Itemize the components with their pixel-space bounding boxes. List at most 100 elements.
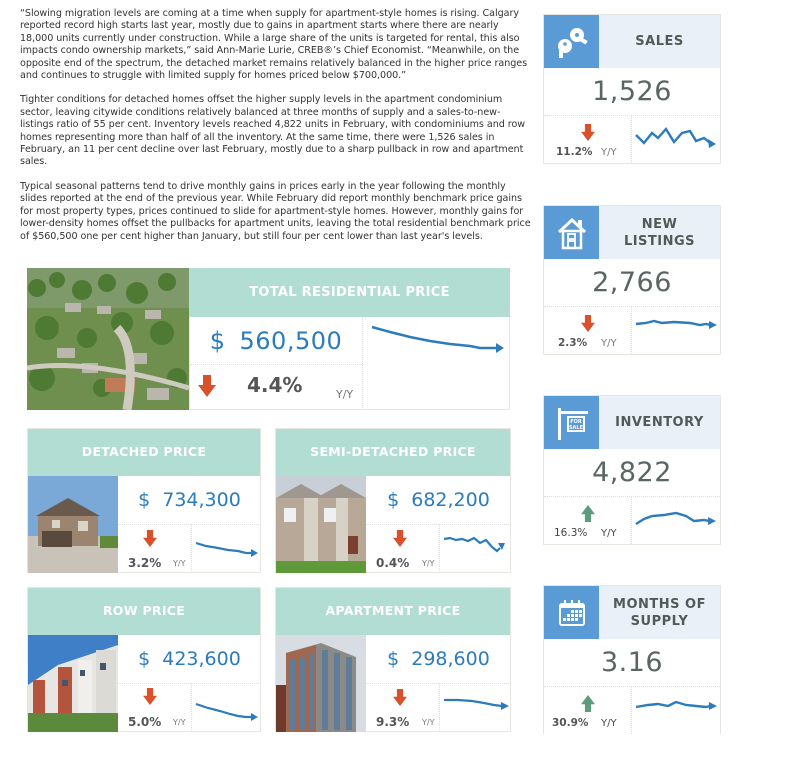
detached-price-header: DETACHED PRICE [28, 429, 260, 476]
inventory-kpi-card: FOR SALE INVENTORY 4,822 16.3% Y/Y [543, 395, 721, 545]
row-change-value: 5.0% [128, 715, 162, 729]
currency-symbol: $ [138, 648, 151, 670]
down-arrow-icon [581, 124, 595, 141]
divider [118, 524, 261, 525]
for-sale-sign-icon: FOR SALE [544, 396, 599, 449]
period-label: Y/Y [601, 147, 617, 158]
svg-text:FOR: FOR [570, 419, 582, 425]
period-label: Y/Y [601, 528, 617, 539]
currency-symbol: $ [209, 326, 226, 355]
total-price-value-row: $ 560,500 [190, 317, 362, 364]
divider [439, 683, 440, 732]
row-price-value-row: $ 423,600 [118, 635, 261, 683]
detached-change-value: 3.2% [128, 556, 162, 570]
down-arrow-icon [393, 530, 407, 547]
divider [366, 683, 511, 684]
sales-kpi-card: SALES 1,526 11.2% Y/Y [543, 14, 721, 164]
divider [190, 364, 362, 365]
months-of-supply-change-value: 30.9% [552, 717, 589, 729]
sales-change-value: 11.2% [556, 146, 593, 158]
sales-kpi-header: SALES [544, 15, 720, 68]
period-label: Y/Y [422, 559, 435, 568]
semi-detached-change-value: 0.4% [376, 556, 410, 570]
inventory-change-value: 16.3% [554, 527, 588, 539]
period-label: Y/Y [173, 559, 186, 568]
row-price-card: ROW PRICE $ 423,600 5.0% Y/Y [27, 587, 261, 732]
total-price-value: 560,500 [239, 326, 343, 355]
row-houses-photo [28, 635, 118, 732]
total-price-title: TOTAL RESIDENTIAL PRICE [249, 285, 450, 300]
up-arrow-icon [581, 695, 595, 712]
divider [118, 683, 261, 684]
row-price-title: ROW PRICE [102, 603, 186, 618]
apartment-price-card: APARTMENT PRICE $ 298,600 9.3% Y/Y [275, 587, 511, 732]
inventory-sparkline [635, 511, 716, 526]
apartment-change-value: 9.3% [376, 715, 410, 729]
down-arrow-icon [143, 530, 157, 547]
period-label: Y/Y [601, 338, 617, 349]
article-paragraph-1: “Slowing migration levels are coming at … [20, 8, 528, 82]
new-listings-kpi-value: 2,766 [592, 267, 672, 298]
down-arrow-icon [581, 315, 595, 332]
currency-symbol: $ [387, 489, 400, 511]
semi-detached-price-title: SEMI-DETACHED PRICE [310, 444, 476, 459]
sales-sparkline [635, 126, 716, 148]
divider [362, 317, 363, 410]
apartment-price-sparkline [444, 698, 509, 710]
svg-text:SALE: SALE [568, 425, 583, 431]
row-price-sparkline [195, 702, 258, 721]
calendar-icon [544, 586, 599, 639]
total-change-value: 4.4% [247, 373, 303, 397]
detached-price-value-row: $ 734,300 [118, 476, 261, 524]
house-icon [544, 206, 599, 259]
months-of-supply-kpi-value: 3.16 [600, 647, 664, 678]
semi-detached-price-value: 682,200 [411, 489, 490, 511]
article-paragraph-2: Tighter conditions for detached homes of… [20, 94, 526, 168]
total-price-header: TOTAL RESIDENTIAL PRICE [189, 268, 510, 317]
period-label: Y/Y [601, 718, 617, 729]
period-label: Y/Y [422, 718, 435, 727]
article-paragraph-3: Typical seasonal patterns tend to drive … [20, 180, 531, 242]
apartment-price-title: APARTMENT PRICE [325, 603, 461, 618]
apartment-price-value-row: $ 298,600 [366, 635, 511, 683]
inventory-kpi-value: 4,822 [592, 457, 672, 488]
down-arrow-icon [143, 688, 157, 705]
new-listings-sparkline [635, 319, 717, 329]
apartment-price-header: APARTMENT PRICE [276, 588, 510, 635]
new-listings-kpi-card: NEW LISTINGS 2,766 2.3% Y/Y [543, 205, 721, 355]
aerial-suburb-photo [27, 268, 189, 410]
divider [366, 524, 511, 525]
detached-price-value: 734,300 [162, 489, 241, 511]
period-label: Y/Y [173, 718, 186, 727]
new-listings-kpi-header: NEW LISTINGS [544, 206, 720, 259]
new-listings-kpi-title: NEW LISTINGS [623, 216, 696, 249]
semi-detached-price-card: SEMI-DETACHED PRICE $ 682,200 0.4% Y/Y [275, 428, 511, 573]
inventory-kpi-title: INVENTORY [615, 415, 704, 430]
semi-detached-house-photo [276, 476, 366, 573]
sales-kpi-value: 1,526 [592, 76, 672, 107]
detached-price-sparkline [195, 541, 258, 557]
inventory-kpi-header: FOR SALE INVENTORY [544, 396, 720, 449]
detached-house-photo [28, 476, 118, 573]
article-text: “Slowing migration levels are coming at … [20, 8, 532, 255]
detached-price-title: DETACHED PRICE [81, 444, 207, 459]
months-of-supply-kpi-card: MONTHS OF SUPPLY 3.16 30.9% Y/Y [543, 585, 721, 734]
down-arrow-icon [198, 375, 216, 397]
total-residential-price-card: TOTAL RESIDENTIAL PRICE $ 560,500 4.4% Y… [27, 268, 510, 410]
semi-detached-price-value-row: $ 682,200 [366, 476, 511, 524]
currency-symbol: $ [138, 489, 151, 511]
semi-detached-price-header: SEMI-DETACHED PRICE [276, 429, 510, 476]
detached-price-card: DETACHED PRICE $ 734,300 3.2% Y/Y [27, 428, 261, 573]
divider [439, 524, 440, 573]
sales-kpi-title: SALES [635, 34, 684, 49]
currency-symbol: $ [387, 648, 400, 670]
apartment-tower-photo [276, 635, 366, 732]
apartment-price-value: 298,600 [411, 648, 490, 670]
months-of-supply-kpi-title: MONTHS OF SUPPLY [613, 596, 706, 629]
keys-icon [544, 15, 599, 68]
new-listings-change-value: 2.3% [558, 337, 588, 349]
total-price-sparkline [371, 325, 504, 353]
divider [191, 683, 192, 732]
period-label: Y/Y [336, 388, 354, 401]
semi-detached-price-sparkline [443, 536, 505, 553]
